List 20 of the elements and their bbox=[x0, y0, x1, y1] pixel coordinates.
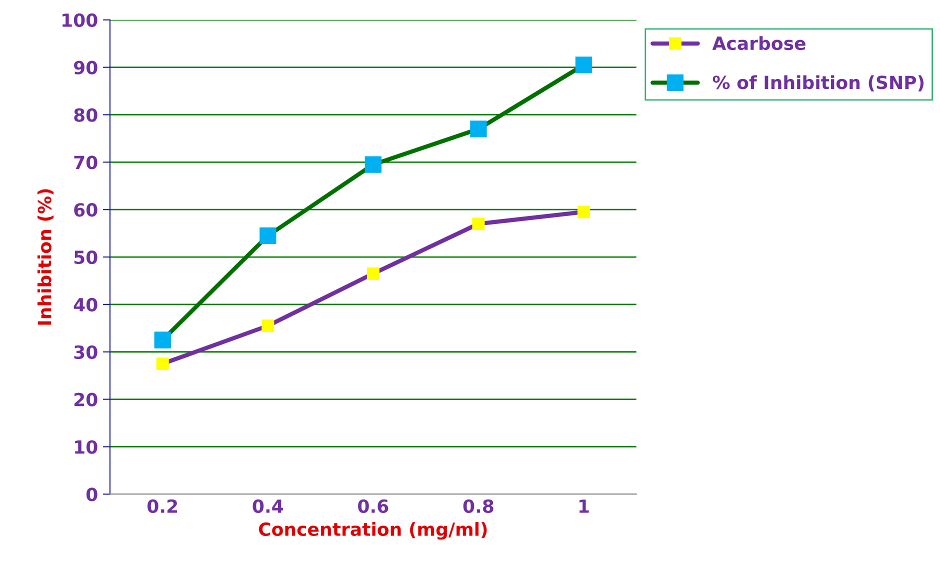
legend-label: Acarbose bbox=[712, 36, 806, 50]
y-tick-label: 20 bbox=[74, 392, 98, 406]
y-tick-label: 50 bbox=[74, 250, 98, 264]
y-tick-label: 90 bbox=[74, 60, 98, 74]
x-tick-label: 0.8 bbox=[463, 499, 494, 513]
y-tick-label: 70 bbox=[74, 156, 98, 170]
x-axis-title: Concentration (mg/ml) bbox=[258, 522, 487, 540]
y-tick-label: 30 bbox=[74, 345, 98, 359]
legend-label: % of Inhibition (SNP) bbox=[712, 75, 924, 92]
x-tick-label: 1 bbox=[579, 500, 589, 513]
x-tick-label: 0.4 bbox=[252, 499, 284, 513]
y-axis-title: Inhibition (%) bbox=[37, 189, 54, 325]
x-tick-label: 0.2 bbox=[147, 499, 178, 513]
y-tick-label: 10 bbox=[75, 440, 98, 454]
y-tick-label: 80 bbox=[74, 108, 98, 122]
y-tick-label: 60 bbox=[74, 203, 98, 217]
y-tick-label: 40 bbox=[74, 298, 98, 312]
y-tick-label: 0 bbox=[86, 488, 98, 502]
y-tick-label: 100 bbox=[62, 13, 98, 27]
x-tick-label: 0.6 bbox=[358, 499, 388, 513]
